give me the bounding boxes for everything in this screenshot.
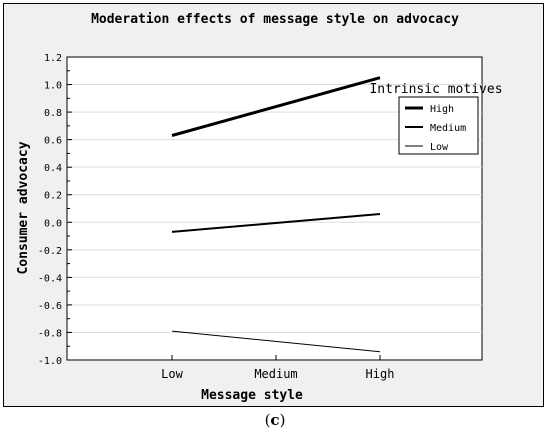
y-tick-label: -0.6 xyxy=(38,301,62,312)
x-axis: Low Medium High xyxy=(161,355,394,381)
x-axis-label: Message style xyxy=(201,388,303,403)
legend-title: Intrinsic motives xyxy=(369,82,502,97)
legend-label-high: High xyxy=(430,104,454,115)
legend-label-medium: Medium xyxy=(430,123,466,134)
figure-sublabel: (c) xyxy=(264,411,286,429)
y-tick-label: 1.0 xyxy=(44,81,62,92)
y-tick-label: 0.2 xyxy=(44,191,62,202)
x-tick-label: Low xyxy=(161,367,183,381)
y-tick-label: -1.0 xyxy=(38,356,62,367)
chart-title: Moderation effects of message style on a… xyxy=(91,12,459,27)
y-tick-label: 0.0 xyxy=(44,218,62,229)
x-tick-label: Medium xyxy=(254,367,297,381)
series-line-low xyxy=(171,330,381,353)
y-tick-label: -0.8 xyxy=(38,328,62,339)
series-lines xyxy=(171,76,381,353)
legend: Intrinsic motives High Medium Low xyxy=(369,82,503,155)
legend-label-low: Low xyxy=(430,142,449,153)
y-tick-label: 0.4 xyxy=(44,163,62,174)
series-line-high xyxy=(171,76,381,137)
grid-lines xyxy=(67,84,482,333)
y-tick-label: -0.2 xyxy=(38,246,62,257)
sublabel-letter: c xyxy=(270,411,280,429)
y-tick-label: 0.8 xyxy=(44,108,62,119)
y-axis-label: Consumer advocacy xyxy=(16,141,31,274)
y-axis: 1.2 1.0 0.8 0.6 0.4 0.2 0.0 -0.2 -0.4 -0.6 -0.8 -1.… xyxy=(38,53,72,367)
x-tick-label: High xyxy=(366,367,395,381)
series-line-medium xyxy=(171,213,381,233)
y-tick-label: 0.6 xyxy=(44,136,62,147)
y-tick-label: -0.4 xyxy=(38,273,62,284)
y-tick-label: 1.2 xyxy=(44,53,62,64)
legend-items: High Medium Low xyxy=(405,104,466,153)
